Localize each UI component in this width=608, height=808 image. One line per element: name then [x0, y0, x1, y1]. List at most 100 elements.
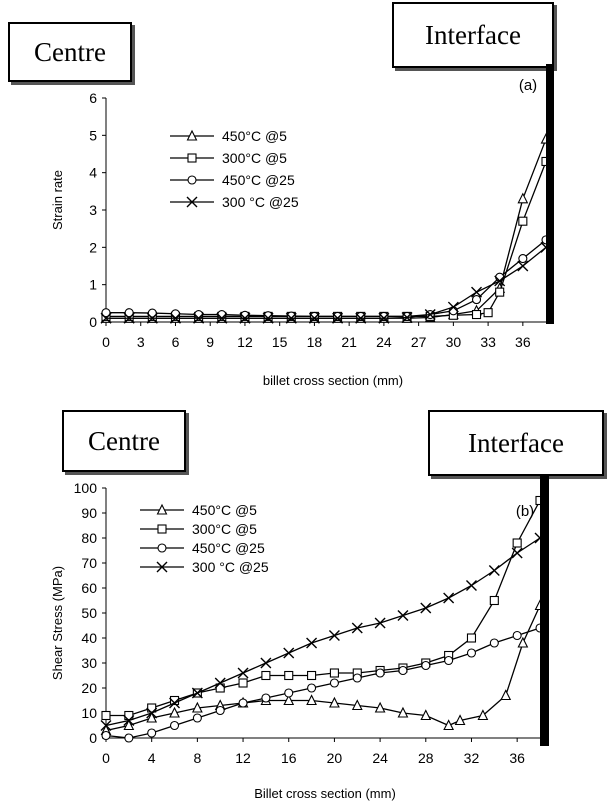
series-circle	[101, 623, 545, 743]
y-tick-label: 5	[89, 127, 97, 143]
x-tick-label: 20	[327, 750, 343, 766]
data-point-x	[306, 637, 318, 649]
x-tick-label: 21	[341, 334, 357, 350]
data-point-triangle	[191, 701, 203, 713]
legend-label: 300 °C @25	[222, 194, 299, 210]
data-point-x	[169, 312, 181, 324]
data-point-x	[401, 312, 413, 324]
x-tick-label: 16	[281, 750, 297, 766]
data-point-square	[261, 670, 271, 681]
x-axis-label: billet cross section (mm)	[263, 373, 403, 388]
y-tick-label: 70	[81, 555, 97, 571]
data-point-x	[193, 312, 205, 324]
x-tick-label: 0	[102, 334, 110, 350]
y-tick-label: 30	[81, 655, 97, 671]
y-tick-label: 2	[89, 239, 97, 255]
centre-label: Centre	[34, 36, 106, 67]
data-point-x	[214, 677, 226, 689]
legend-marker-circle	[187, 175, 197, 185]
series-circle	[101, 235, 551, 321]
data-point-x	[123, 715, 135, 726]
x-tick-label: 33	[480, 334, 496, 350]
data-point-x	[447, 301, 459, 313]
data-point-triangle	[329, 696, 340, 708]
interface-label-box-a: Interface	[392, 2, 554, 68]
data-point-circle	[307, 683, 317, 693]
data-point-circle	[466, 648, 477, 658]
data-point-x	[424, 309, 436, 321]
legend-marker-square	[187, 153, 197, 163]
data-point-square	[466, 633, 477, 643]
data-point-circle	[101, 730, 111, 741]
data-point-triangle	[397, 706, 409, 718]
series-line	[106, 138, 547, 319]
data-point-circle	[284, 688, 294, 698]
data-point-square	[284, 670, 294, 681]
legend-marker-x	[186, 196, 198, 208]
x-tick-label: 30	[446, 334, 462, 350]
interface-label-box-b: Interface	[428, 410, 604, 476]
data-point-triangle	[374, 701, 386, 713]
data-point-circle	[124, 308, 134, 318]
x-tick-label: 12	[235, 750, 251, 766]
legend-label: 300°C @5	[192, 521, 257, 537]
y-tick-label: 50	[81, 605, 97, 621]
y-tick-label: 10	[81, 705, 97, 721]
interface-wall	[546, 64, 554, 324]
data-point-circle	[489, 638, 499, 648]
centre-label-box-b: Centre	[62, 410, 186, 472]
data-point-circle	[398, 665, 408, 676]
data-point-x	[328, 630, 340, 641]
data-point-x	[146, 312, 158, 324]
data-point-x	[397, 610, 409, 621]
data-point-x	[216, 312, 228, 324]
data-point-square	[471, 309, 482, 320]
x-tick-label: 6	[172, 334, 180, 350]
data-point-circle	[518, 253, 528, 264]
data-point-x	[100, 720, 112, 731]
y-axis-label: Strain rate	[50, 170, 65, 230]
x-tick-label: 24	[376, 334, 392, 350]
centre-label-box-a: Centre	[8, 22, 132, 82]
data-point-circle	[329, 678, 339, 688]
data-point-x	[355, 312, 367, 324]
data-point-x	[146, 707, 158, 719]
data-point-circle	[512, 630, 522, 641]
legend-label: 450°C @5	[222, 128, 287, 144]
data-point-triangle	[306, 694, 317, 706]
legend-marker-triangle	[186, 129, 198, 141]
x-tick-label: 36	[515, 334, 531, 350]
series-line	[106, 500, 541, 717]
data-point-square	[124, 710, 134, 721]
interface-wall	[540, 476, 549, 746]
x-tick-label: 15	[272, 334, 288, 350]
data-point-triangle	[517, 636, 529, 648]
y-tick-label: 3	[89, 202, 97, 218]
data-point-circle	[192, 713, 202, 723]
data-point-circle	[124, 733, 134, 743]
data-point-square	[518, 216, 528, 226]
data-point-triangle	[500, 689, 512, 701]
data-point-circle	[101, 308, 111, 318]
legend-marker-x	[156, 561, 168, 573]
data-point-square	[101, 710, 111, 721]
legend-label: 450°C @25	[222, 172, 295, 188]
series-line	[105, 605, 541, 732]
data-point-circle	[238, 698, 248, 708]
data-point-x	[262, 312, 274, 324]
y-tick-label: 60	[81, 580, 97, 596]
legend-label: 300°C @5	[222, 150, 287, 166]
series-x	[100, 241, 552, 324]
data-point-square	[495, 287, 505, 297]
data-point-x	[100, 312, 112, 324]
y-tick-label: 80	[81, 530, 97, 546]
y-tick-label: 0	[89, 730, 97, 746]
data-point-circle	[375, 668, 385, 678]
data-point-triangle	[169, 706, 180, 718]
x-tick-label: 9	[206, 334, 214, 350]
y-tick-label: 20	[81, 680, 97, 696]
data-point-circle	[215, 705, 225, 716]
data-point-x	[511, 547, 523, 559]
x-tick-label: 18	[307, 334, 323, 350]
data-point-square	[169, 695, 180, 706]
